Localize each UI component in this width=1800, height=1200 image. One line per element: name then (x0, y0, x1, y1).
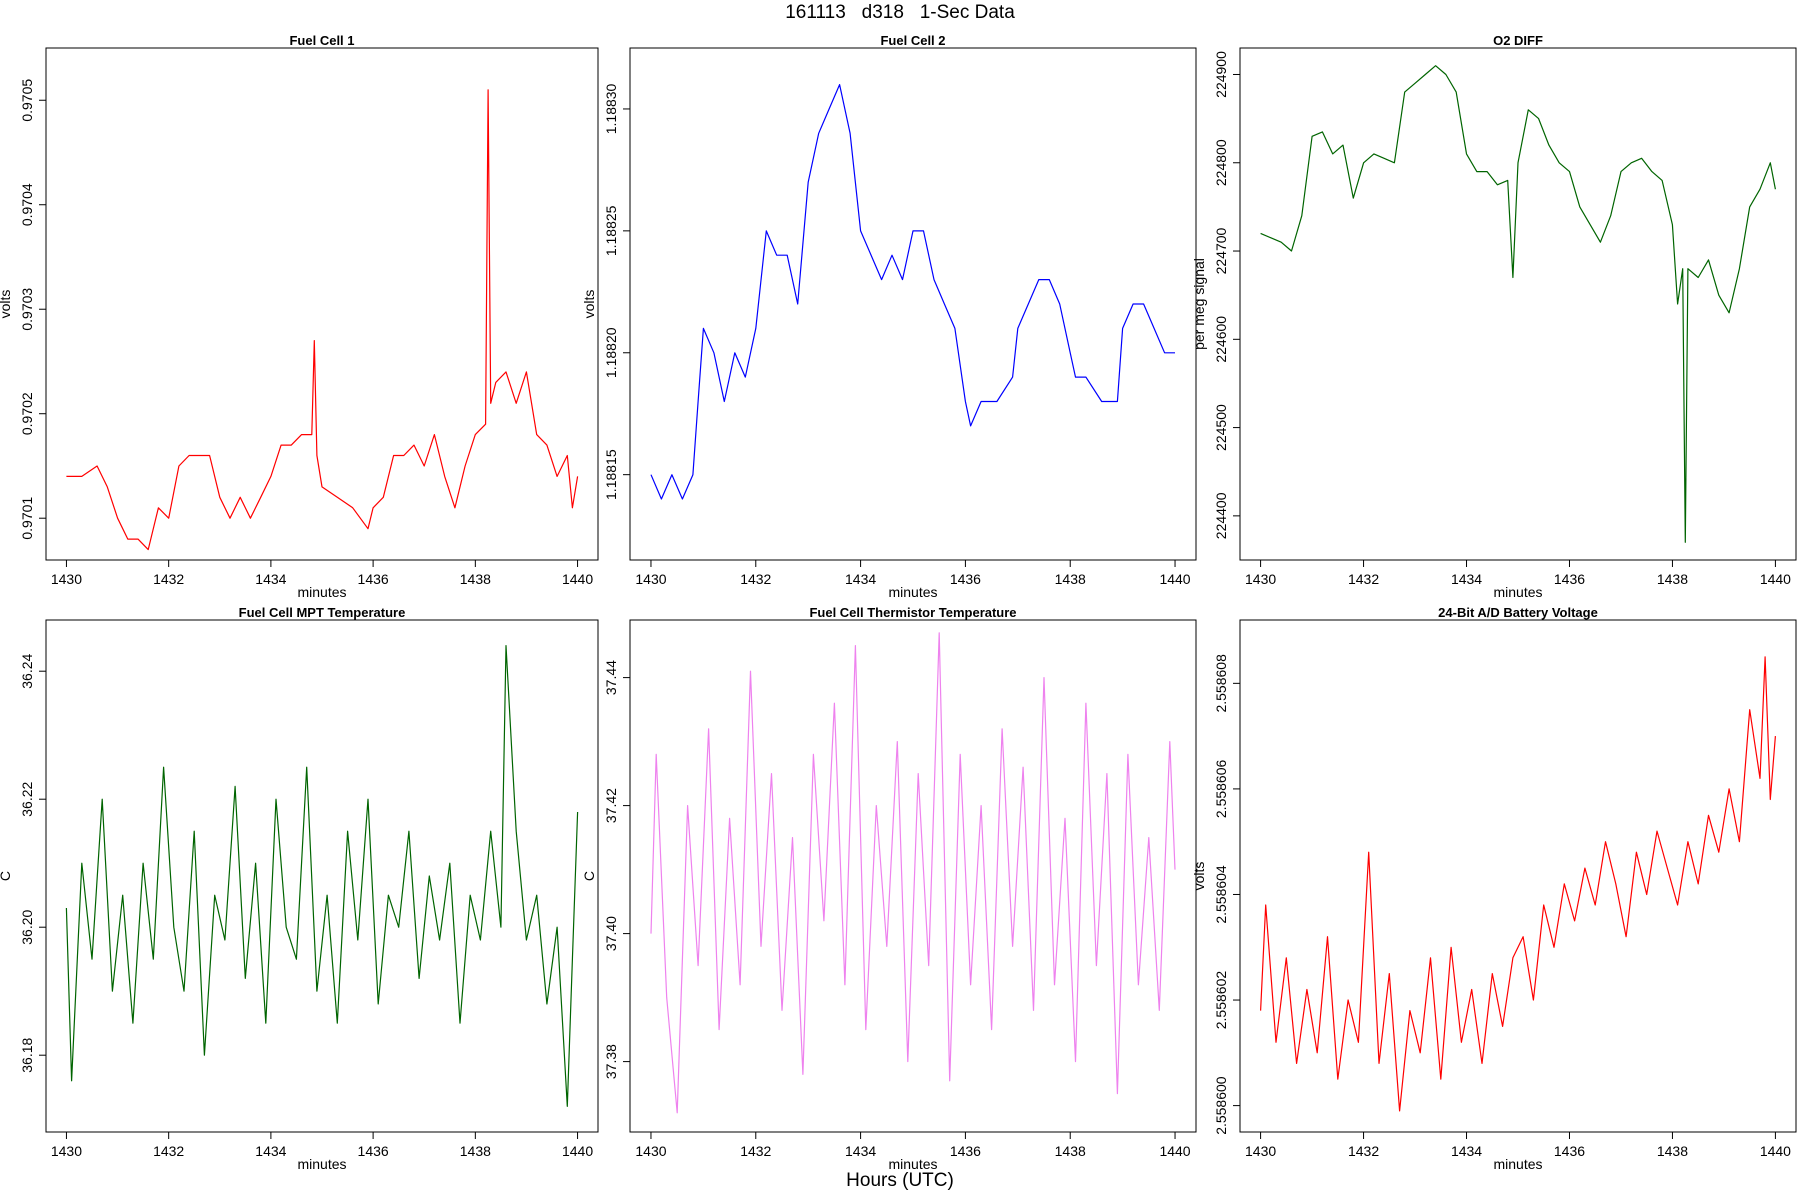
panel-5-xtick-label-0: 1430 (635, 1143, 666, 1159)
panel-3-xtick-label-2: 1434 (1451, 571, 1482, 587)
panel-3-ytick-label-1: 224500 (1213, 404, 1229, 451)
panel-1-ytick-label-3: 0.9704 (19, 183, 35, 226)
panel-4-series-line-0 (65, 644, 579, 1108)
panel-4-xtick-label-0: 1430 (51, 1143, 82, 1159)
panel-1-xtick-label-4: 1438 (460, 571, 491, 587)
panel-4-xlabel: minutes (297, 1156, 346, 1172)
panel-3-series-line-0 (1260, 65, 1776, 543)
panel-3-xtick-label-5: 1440 (1760, 571, 1791, 587)
panel-6-series-line-0 (1260, 656, 1776, 1112)
panel-3-frame (1239, 47, 1797, 561)
panel-2-frame (629, 47, 1197, 561)
panel-3-xlabel: minutes (1493, 584, 1542, 600)
panel-5-xtick-label-1: 1432 (740, 1143, 771, 1159)
panel-6-ytick-label-0: 2.558600 (1213, 1076, 1229, 1135)
panel-2-xtick-label-2: 1434 (845, 571, 876, 587)
panel-1-series-line-0 (66, 89, 579, 551)
panel-4-ytick-label-1: 36.20 (19, 909, 35, 944)
panel-4-title: Fuel Cell MPT Temperature (239, 605, 406, 620)
panel-1-ytick-label-4: 0.9705 (19, 79, 35, 122)
panel-1-xtick-label-3: 1436 (358, 571, 389, 587)
panel-1-xtick-label-2: 1434 (255, 571, 286, 587)
x-axis-footer-label: Hours (UTC) (846, 1170, 954, 1191)
panel-2-series-line-0 (650, 83, 1175, 500)
panel-6-xtick-label-1: 1432 (1348, 1143, 1379, 1159)
panel-6-xtick-label-5: 1440 (1760, 1143, 1791, 1159)
panel-2-ytick-label-3: 1.18830 (603, 83, 619, 134)
panel-6-xtick-label-4: 1438 (1657, 1143, 1688, 1159)
panel-5-title: Fuel Cell Thermistor Temperature (809, 605, 1016, 620)
panel-3-xtick-label-0: 1430 (1245, 571, 1276, 587)
panel-5-xtick-label-2: 1434 (845, 1143, 876, 1159)
panel-2-ylabel: volts (581, 290, 597, 319)
panel-5-ytick-label-0: 37.38 (603, 1044, 619, 1079)
panel-1-xtick-label-5: 1440 (562, 571, 593, 587)
panel-5-series-line-0 (650, 632, 1176, 1114)
panel-5-ylabel: C (581, 871, 597, 881)
panel-4-xtick-label-3: 1436 (358, 1143, 389, 1159)
panel-2-ytick-label-1: 1.18820 (603, 327, 619, 378)
panel-2-xtick-label-4: 1438 (1055, 571, 1086, 587)
panel-1-ytick-label-2: 0.9703 (19, 288, 35, 331)
panel-6-ytick-label-4: 2.558608 (1213, 654, 1229, 713)
panel-3-ytick-label-4: 224800 (1213, 139, 1229, 186)
panel-3-ytick-label-5: 224900 (1213, 51, 1229, 98)
panel-3-xtick-label-1: 1432 (1348, 571, 1379, 587)
panel-2-xtick-label-3: 1436 (950, 571, 981, 587)
panel-5-frame (629, 619, 1197, 1133)
panel-2-xtick-label-0: 1430 (635, 571, 666, 587)
panel-1-ytick-label-1: 0.9702 (19, 392, 35, 435)
panel-4-ytick-label-3: 36.24 (19, 653, 35, 688)
panel-4-ylabel: C (0, 871, 13, 881)
panel-1-title: Fuel Cell 1 (289, 33, 354, 48)
panel-3-xtick-label-3: 1436 (1554, 571, 1585, 587)
panel-4-frame (45, 619, 599, 1133)
panel-2-xtick-label-1: 1432 (740, 571, 771, 587)
panel-6-title: 24-Bit A/D Battery Voltage (1438, 605, 1598, 620)
panel-4-xtick-label-5: 1440 (562, 1143, 593, 1159)
panel-5-xtick-label-3: 1436 (950, 1143, 981, 1159)
panel-1-frame (45, 47, 599, 561)
panel-3-ytick-label-2: 224600 (1213, 316, 1229, 363)
panel-6-frame (1239, 619, 1797, 1133)
panel-2-title: Fuel Cell 2 (880, 33, 945, 48)
panel-4-xtick-label-2: 1434 (255, 1143, 286, 1159)
panel-2-xlabel: minutes (888, 584, 937, 600)
panel-2-xtick-label-5: 1440 (1159, 571, 1190, 587)
panel-3-xtick-label-4: 1438 (1657, 571, 1688, 587)
panel-1-ylabel: volts (0, 290, 13, 319)
panel-4-ytick-label-2: 36.22 (19, 781, 35, 816)
panel-5-ytick-label-1: 37.40 (603, 916, 619, 951)
panel-2-ytick-label-0: 1.18815 (603, 449, 619, 500)
page-title: 161113 d318 1-Sec Data (785, 2, 1015, 23)
panel-6-ytick-label-2: 2.558604 (1213, 865, 1229, 924)
panel-6-ytick-label-1: 2.558602 (1213, 971, 1229, 1030)
panel-6-xtick-label-2: 1434 (1451, 1143, 1482, 1159)
panel-1-ytick-label-0: 0.9701 (19, 497, 35, 540)
panel-2-ytick-label-2: 1.18825 (603, 205, 619, 256)
panel-6-xtick-label-3: 1436 (1554, 1143, 1585, 1159)
panel-3-title: O2 DIFF (1493, 33, 1543, 48)
panel-3-ylabel: per meg signal (1191, 258, 1207, 350)
panel-5-ytick-label-3: 37.44 (603, 660, 619, 695)
panel-5-xtick-label-4: 1438 (1055, 1143, 1086, 1159)
panel-6-xtick-label-0: 1430 (1245, 1143, 1276, 1159)
panel-5-ytick-label-2: 37.42 (603, 788, 619, 823)
panel-1-xtick-label-0: 1430 (51, 571, 82, 587)
panel-4-xtick-label-1: 1432 (153, 1143, 184, 1159)
panel-6-ylabel: volts (1191, 862, 1207, 891)
panel-3-ytick-label-3: 224700 (1213, 227, 1229, 274)
panel-5-xlabel: minutes (888, 1156, 937, 1172)
panel-5-xtick-label-5: 1440 (1159, 1143, 1190, 1159)
panel-4-xtick-label-4: 1438 (460, 1143, 491, 1159)
panel-3-ytick-label-0: 224400 (1213, 492, 1229, 539)
panel-1-xtick-label-1: 1432 (153, 571, 184, 587)
panel-6-xlabel: minutes (1493, 1156, 1542, 1172)
panel-1-xlabel: minutes (297, 584, 346, 600)
panel-4-ytick-label-0: 36.18 (19, 1037, 35, 1072)
panel-6-ytick-label-3: 2.558606 (1213, 760, 1229, 819)
